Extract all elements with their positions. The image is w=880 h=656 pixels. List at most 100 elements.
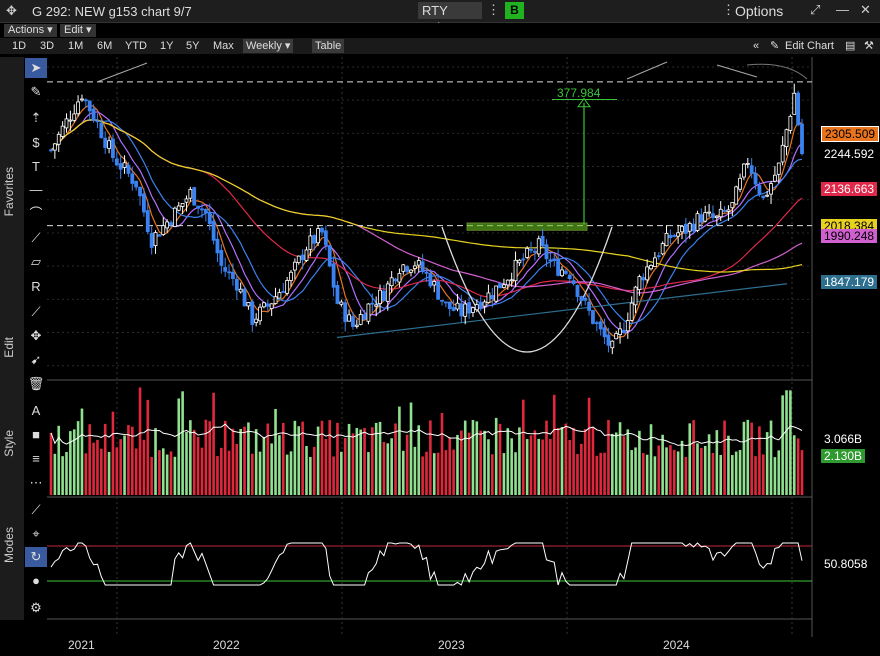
candle: [223, 257, 228, 277]
color-mode-icon[interactable]: ●: [32, 573, 40, 588]
range-3d[interactable]: 3D: [40, 40, 55, 52]
fill-color-icon[interactable]: ■: [32, 427, 40, 442]
ticker-field[interactable]: RTY Index: [418, 2, 482, 35]
select-tool-icon[interactable]: ➹: [30, 352, 42, 367]
curve-tool-icon[interactable]: ⌒: [29, 206, 43, 221]
candle-body: [699, 214, 704, 223]
volume-bar: [576, 454, 579, 495]
candle: [412, 261, 417, 274]
volume-bar: [746, 419, 750, 495]
minimize-icon[interactable]: —: [836, 2, 849, 17]
volume-bar: [192, 429, 196, 495]
volume-bar: [471, 419, 475, 495]
range-1d[interactable]: 1D: [12, 40, 27, 52]
volume-bar: [773, 457, 777, 495]
candle: [300, 249, 305, 270]
trendline-icon[interactable]: ⟋: [31, 230, 41, 245]
candle-body: [672, 235, 677, 237]
volume-bar: [231, 428, 235, 495]
range-1m[interactable]: 1M: [68, 40, 84, 52]
text-tool-icon[interactable]: T: [32, 159, 40, 174]
candle-body: [420, 261, 425, 273]
range-5y[interactable]: 5Y: [186, 40, 200, 52]
edit-chart-icon[interactable]: ✎: [770, 40, 780, 52]
volume-bar: [161, 448, 165, 495]
trendline-teal: [336, 283, 788, 339]
ruler-tool-icon[interactable]: R: [31, 279, 41, 294]
table-button[interactable]: Table: [312, 39, 345, 53]
candle: [327, 244, 332, 268]
candle-body: [80, 98, 84, 101]
percent-tool-icon[interactable]: ⇡: [30, 110, 42, 125]
candle: [714, 215, 719, 226]
candle-body: [83, 99, 88, 102]
annotation-arrow-left: [96, 62, 148, 83]
candle: [161, 217, 166, 237]
brush-icon[interactable]: ⟋: [31, 304, 41, 319]
candle: [637, 274, 642, 296]
resize-icon[interactable]: ⤢: [810, 2, 821, 17]
volume-bar: [734, 451, 738, 495]
link-icon[interactable]: ⟋: [31, 502, 41, 517]
horizontal-line-icon[interactable]: —: [29, 182, 43, 197]
range-1y[interactable]: 1Y: [160, 40, 174, 52]
actions-menu[interactable]: Actions ▾: [4, 24, 57, 37]
tag-ma-orange: 2305.509: [821, 126, 880, 142]
dash-style-icon[interactable]: ⋯: [29, 475, 43, 490]
volume-bar: [336, 422, 339, 495]
ticker-dropdown-icon[interactable]: ⋮: [487, 2, 500, 17]
volume-bar: [258, 451, 262, 495]
candle: [579, 295, 584, 307]
candle: [676, 224, 681, 244]
tag-trend-teal: 1847.179: [821, 275, 878, 289]
candle-body: [714, 215, 719, 218]
candle: [409, 269, 413, 277]
collapse-icon[interactable]: «: [753, 40, 760, 52]
period-select[interactable]: Weekly ▾: [243, 39, 294, 53]
channel-tool-icon[interactable]: ▱: [31, 254, 41, 269]
chart-canvas[interactable]: 377.984 25002400230022002100200019001800…: [47, 57, 817, 637]
trash-icon[interactable]: 🗑: [27, 376, 45, 391]
chart-style-icon[interactable]: ▤: [845, 40, 856, 52]
edit-menu[interactable]: Edit ▾: [60, 24, 96, 37]
volume-bar: [111, 411, 115, 495]
options-dots-icon[interactable]: ⋮: [722, 2, 735, 17]
range-max[interactable]: Max: [213, 40, 234, 52]
font-icon[interactable]: A: [31, 403, 41, 418]
range-6m[interactable]: 6M: [97, 40, 113, 52]
volume-bar: [425, 451, 428, 495]
dollar-tool-icon[interactable]: $: [32, 135, 40, 150]
candle: [393, 277, 398, 285]
candle-body: [711, 213, 715, 219]
close-icon[interactable]: ✕: [860, 2, 871, 17]
candle-body: [451, 307, 456, 311]
chart-settings-icon[interactable]: ⚒: [864, 40, 874, 52]
modes-label: Modes: [2, 527, 16, 564]
options-button[interactable]: Options: [735, 3, 784, 19]
candle-body: [111, 138, 115, 159]
volume-bar: [220, 447, 223, 495]
candle-body: [680, 225, 684, 233]
move-icon[interactable]: ✥: [6, 3, 17, 18]
candle: [76, 95, 80, 117]
candle-body: [440, 299, 444, 302]
settings-gear-icon[interactable]: ⚙: [30, 600, 42, 615]
move-tool-icon[interactable]: ✥: [30, 328, 42, 343]
candle: [525, 246, 530, 260]
range-bar: 1D 3D 1M 6M YTD 1Y 5Y Max Weekly ▾ Table…: [0, 38, 880, 54]
pencil-icon[interactable]: ✎: [30, 84, 42, 99]
volume-bar: [285, 454, 289, 495]
b-button[interactable]: B: [505, 2, 524, 19]
candle-body: [250, 301, 255, 325]
volume-bar: [549, 439, 552, 495]
candle-body: [320, 227, 324, 233]
pointer-icon[interactable]: ➤: [25, 58, 47, 78]
edit-chart-button[interactable]: Edit Chart: [785, 40, 834, 52]
candle-body: [327, 245, 332, 267]
volume-bar: [456, 434, 459, 495]
candle-body: [610, 340, 615, 349]
range-ytd[interactable]: YTD: [125, 40, 147, 52]
line-style-icon[interactable]: ≡: [32, 451, 40, 466]
crosshair-mode-icon[interactable]: ⌖: [32, 526, 40, 541]
cycle-mode-icon[interactable]: ↻: [25, 547, 47, 567]
